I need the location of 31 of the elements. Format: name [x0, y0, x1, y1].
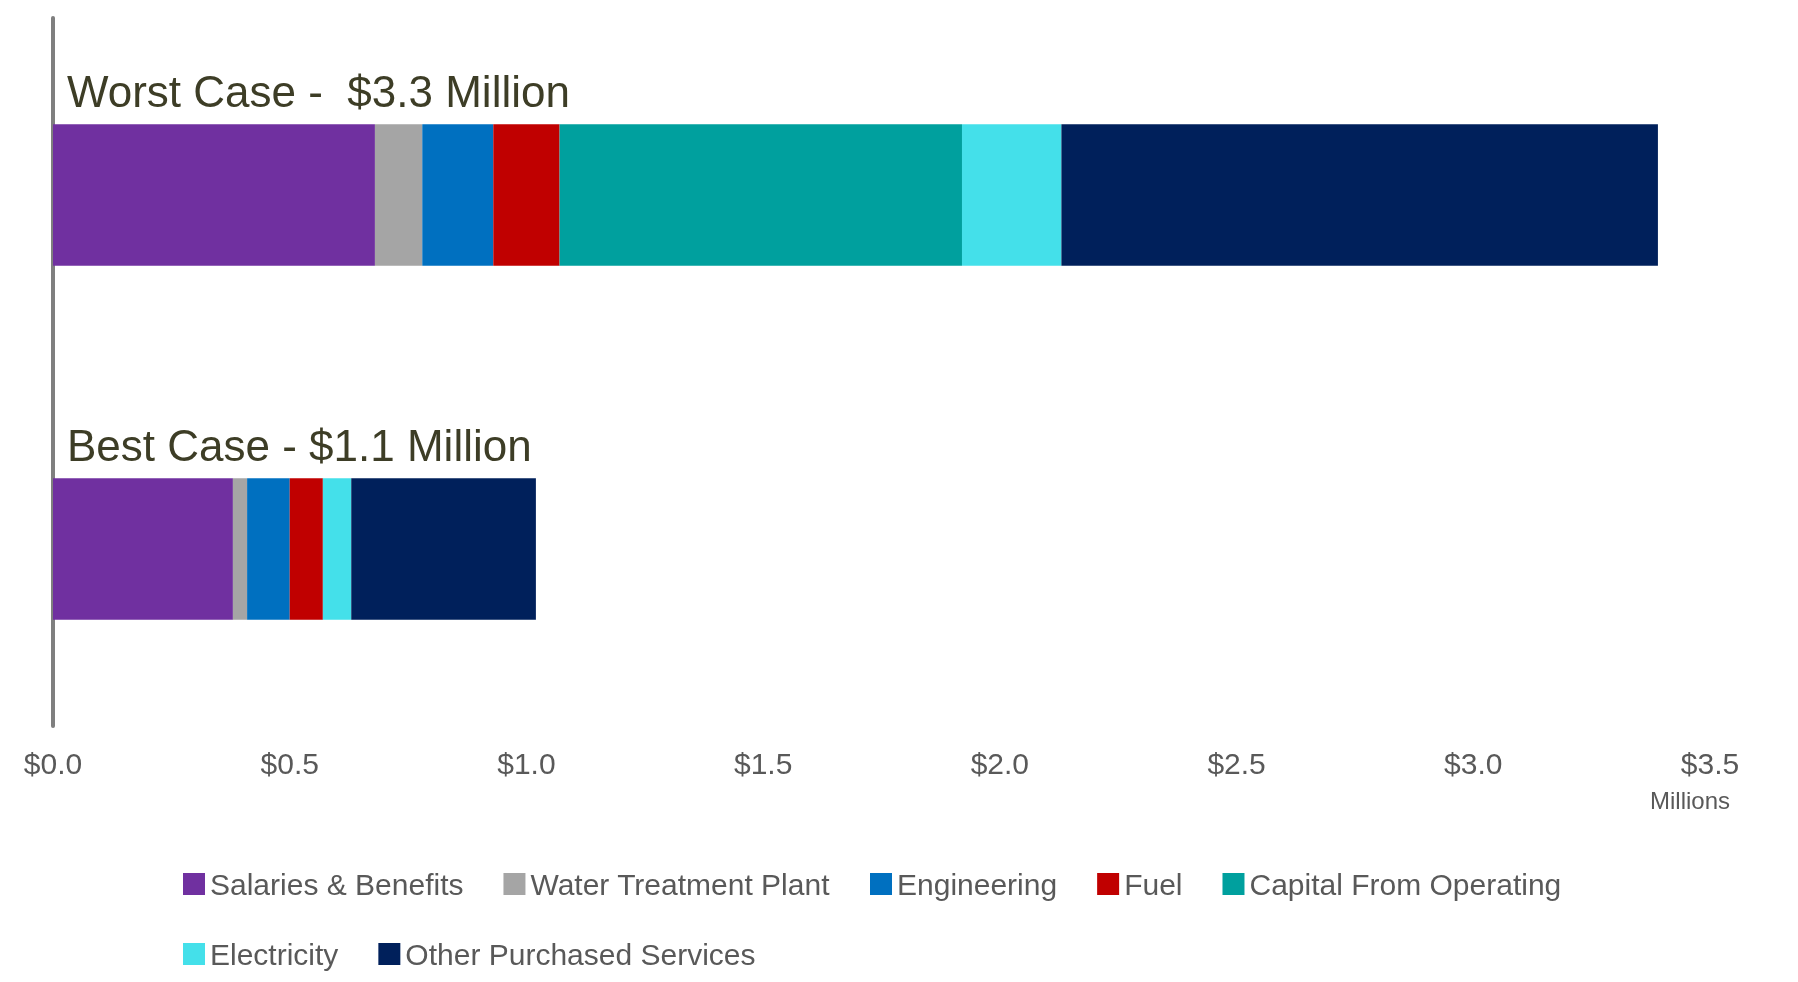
- legend-label: Other Purchased Services: [405, 937, 756, 971]
- bar: [289, 478, 323, 620]
- y-tick-label: Worst Case - $3.3 Million: [67, 66, 570, 116]
- x-tick-label: $0.0: [23, 746, 83, 780]
- bar: [559, 124, 962, 266]
- legend-label: Salaries & Benefits: [210, 867, 464, 901]
- legend-label: Electricity: [210, 937, 339, 971]
- x-tick-label: $3.5: [1680, 746, 1740, 780]
- legend-label: Capital From Operating: [1249, 867, 1562, 901]
- x-tick-label: $0.5: [260, 746, 319, 780]
- bar: [351, 478, 536, 620]
- bar: [232, 478, 248, 620]
- bar: [374, 124, 423, 266]
- legend-label: Engineering: [897, 867, 1058, 901]
- legend-label: Fuel: [1124, 867, 1183, 901]
- bar: [53, 478, 233, 620]
- bar: [422, 124, 494, 266]
- bar: [1061, 124, 1658, 266]
- bar: [322, 478, 352, 620]
- x-axis-title: Millions: [1650, 786, 1731, 814]
- x-tick-label: $1.0: [497, 746, 556, 780]
- bar: [493, 124, 560, 266]
- bar: [53, 124, 375, 266]
- legend-label: Water Treatment Plant: [530, 867, 831, 901]
- bar: [247, 478, 290, 620]
- y-tick-label: Best Case - $1.1 Million: [67, 420, 532, 470]
- x-tick-label: $2.5: [1207, 746, 1266, 780]
- x-tick-label: $3.0: [1444, 746, 1503, 780]
- x-tick-label: $2.0: [970, 746, 1030, 780]
- bar: [961, 124, 1062, 266]
- x-tick-label: $1.5: [733, 746, 793, 780]
